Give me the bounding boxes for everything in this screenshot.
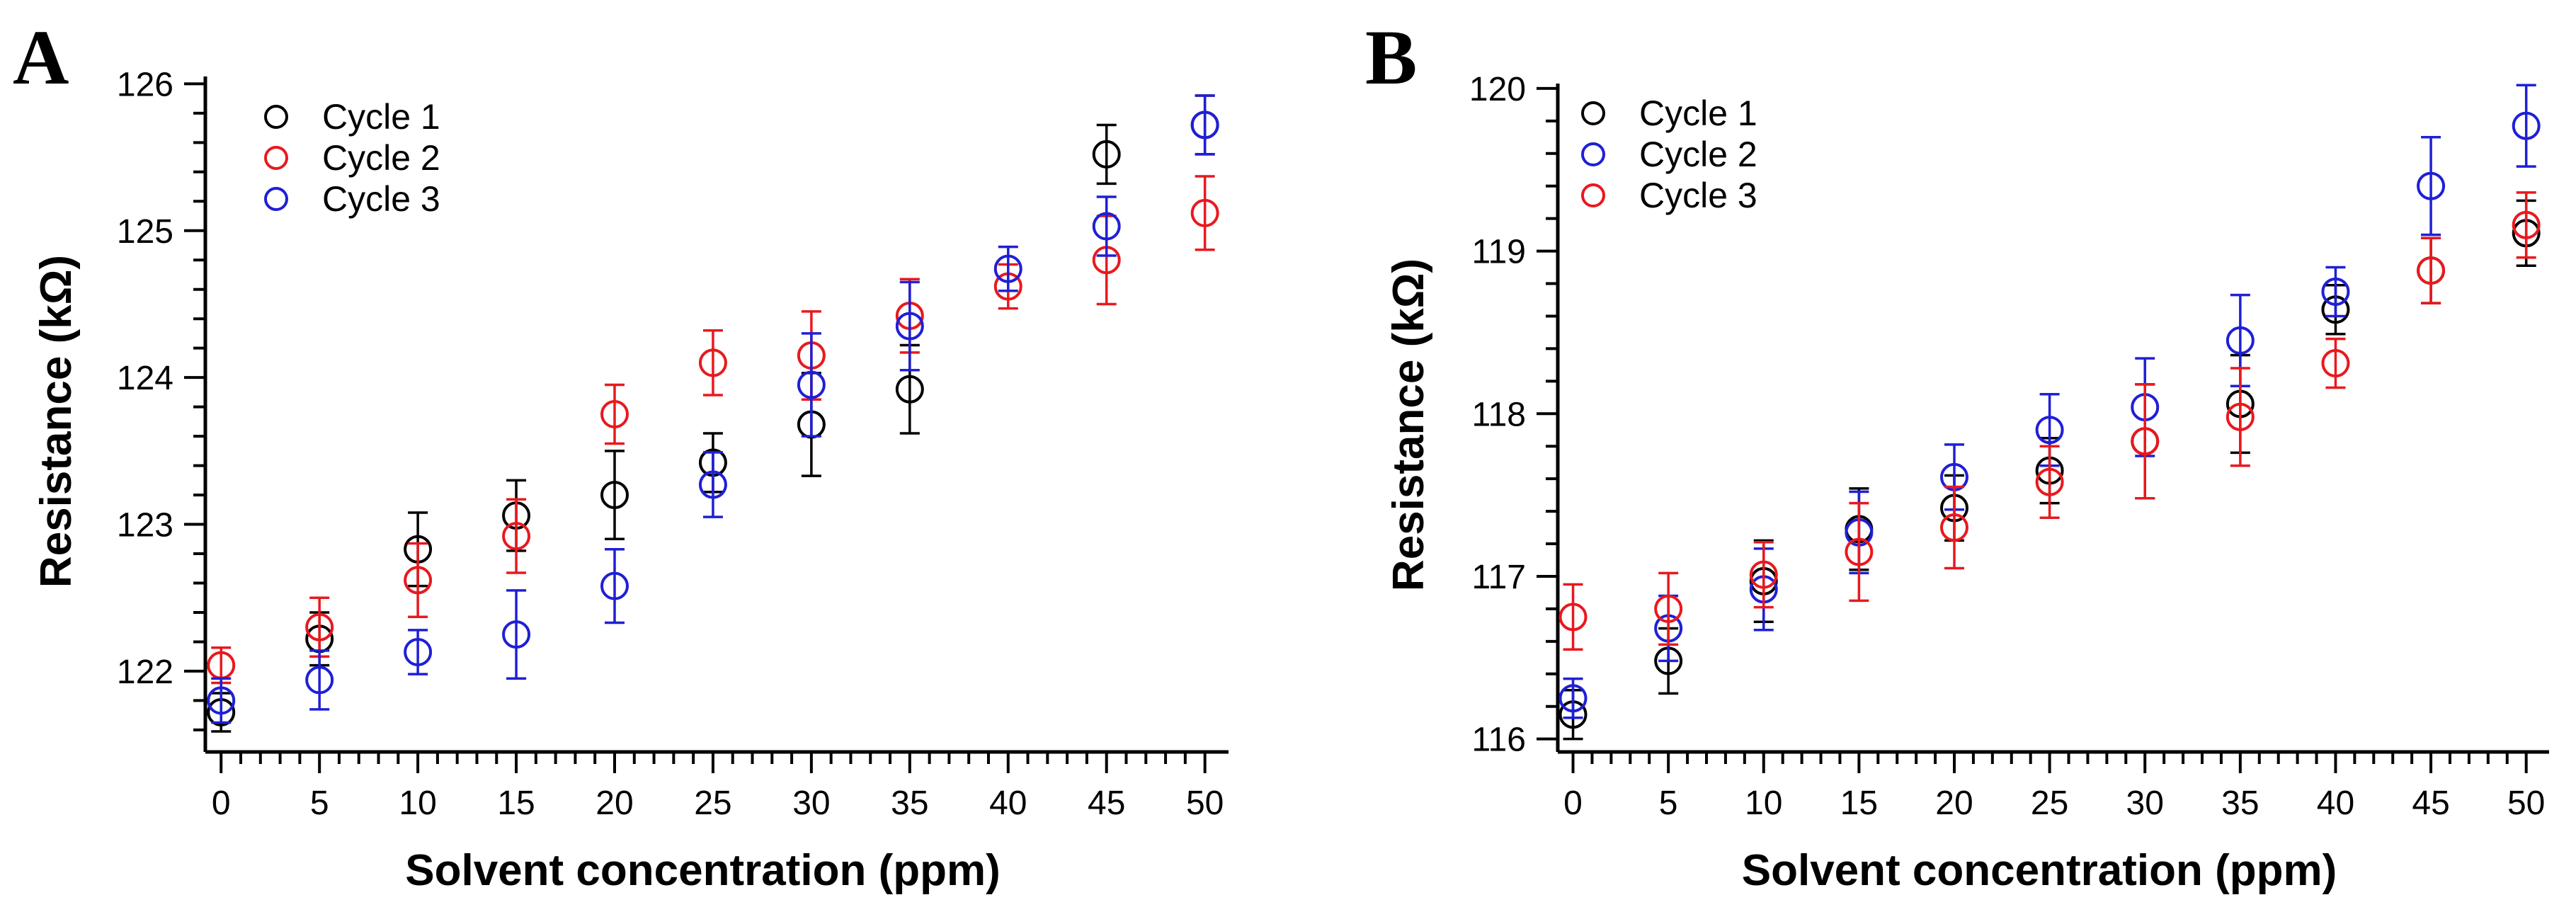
x-tick-label: 35: [2221, 785, 2259, 822]
y-tick-label: 124: [117, 360, 173, 397]
legend-label: Cycle 1: [322, 97, 440, 137]
x-tick-label: 10: [399, 785, 436, 822]
x-tick-label: 5: [1659, 785, 1678, 822]
legend-label: Cycle 2: [1639, 135, 1757, 174]
legend-marker: [1581, 101, 1605, 125]
x-tick-label: 0: [212, 785, 231, 822]
data-point: [895, 375, 924, 404]
legend-label: Cycle 1: [1639, 93, 1757, 133]
data-point: [2035, 416, 2064, 445]
x-tick-label: 0: [1563, 785, 1583, 822]
data-point: [502, 522, 531, 551]
legend-label: Cycle 2: [322, 138, 440, 178]
chart-panel-b: 0 5 10 15 20 25 30 35 40 45 50 116 117 118 119 120 Solve…: [1384, 71, 2549, 895]
data-point: [1190, 198, 1219, 227]
panel-letter-a: A: [13, 14, 69, 101]
data-point: [207, 686, 236, 715]
series-3: [1558, 191, 2541, 651]
legend-marker: [264, 105, 288, 129]
x-axis-title: Solvent concentration (ppm): [1742, 846, 2337, 895]
y-tick-label: 119: [1471, 234, 1526, 271]
data-point: [2225, 402, 2255, 431]
x-tick-label: 35: [891, 785, 928, 822]
x-tick-label: 30: [2126, 785, 2164, 822]
x-tick-label: 50: [1186, 785, 1224, 822]
data-point: [993, 254, 1022, 283]
chart-panel-a: 0 5 10 15 20 25 30 35 40 45 50 122 123 124 125 126 Solve…: [32, 66, 1229, 895]
data-point: [1558, 603, 1588, 632]
x-tick-label: 45: [2412, 785, 2449, 822]
data-point: [895, 312, 924, 341]
data-point: [698, 470, 727, 499]
data-point: [1092, 212, 1121, 241]
data-point: [1558, 684, 1588, 713]
y-tick-label: 122: [117, 654, 173, 691]
data-point: [2512, 111, 2541, 140]
x-tick-label: 40: [2317, 785, 2354, 822]
x-tick-label: 30: [792, 785, 830, 822]
legend-marker: [1581, 183, 1605, 207]
x-tick-label: 25: [2031, 785, 2068, 822]
x-tick-label: 40: [989, 785, 1027, 822]
legend-marker: [264, 146, 288, 170]
data-point: [2417, 171, 2446, 200]
data-point: [1940, 513, 1968, 542]
data-point: [1749, 560, 1778, 589]
y-tick-label: 116: [1471, 721, 1526, 759]
data-point: [600, 400, 629, 428]
series-2: [207, 175, 1219, 685]
y-tick-label: 125: [117, 213, 173, 251]
data-point: [2035, 467, 2064, 496]
data-point: [404, 566, 433, 595]
x-tick-label: 10: [1745, 785, 1782, 822]
x-tick-label: 20: [595, 785, 633, 822]
data-point: [600, 481, 629, 510]
x-axis-title: Solvent concentration (ppm): [405, 846, 1000, 895]
legend-marker: [1581, 142, 1605, 166]
data-point: [1092, 139, 1121, 169]
data-point: [502, 620, 531, 649]
data-point: [600, 571, 629, 600]
x-tick-label: 15: [497, 785, 535, 822]
legend-label: Cycle 3: [322, 179, 440, 219]
x-tick-label: 45: [1088, 785, 1125, 822]
data-point: [1654, 594, 1683, 623]
data-point: [305, 612, 334, 641]
y-axis-title: Resistance (kΩ): [1384, 258, 1433, 591]
series-3: [207, 94, 1219, 724]
x-tick-label: 15: [1840, 785, 1878, 822]
x-tick-label: 20: [1935, 785, 1973, 822]
y-tick-label: 117: [1471, 559, 1526, 596]
y-tick-label: 123: [117, 507, 173, 544]
data-point: [2131, 427, 2160, 456]
y-tick-label: 118: [1471, 396, 1526, 433]
y-tick-label: 120: [1469, 71, 1526, 108]
y-tick-label: 126: [117, 66, 173, 103]
legend-marker: [264, 187, 288, 211]
data-point: [1190, 110, 1219, 139]
data-point: [698, 348, 727, 377]
data-point: [404, 637, 433, 666]
data-point: [305, 666, 334, 695]
legend-label: Cycle 3: [1639, 176, 1757, 215]
data-point: [2512, 210, 2541, 239]
data-point: [2321, 349, 2350, 378]
data-point: [2225, 326, 2255, 355]
x-tick-label: 25: [694, 785, 731, 822]
data-point: [2321, 277, 2350, 306]
data-point: [1845, 537, 1874, 566]
data-point: [797, 370, 826, 399]
panel-letter-b: B: [1365, 14, 1417, 101]
x-tick-label: 50: [2507, 785, 2545, 822]
data-point: [2417, 256, 2446, 285]
x-tick-label: 5: [310, 785, 329, 822]
y-axis-title: Resistance (kΩ): [32, 255, 81, 588]
